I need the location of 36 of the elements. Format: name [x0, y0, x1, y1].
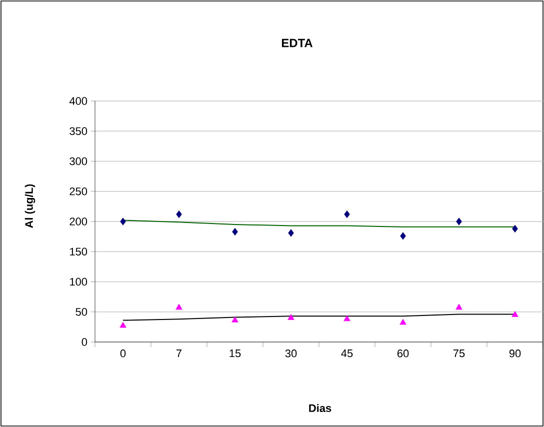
point: [176, 210, 182, 218]
point: [288, 229, 294, 237]
y-tick-label: 350: [70, 127, 88, 136]
y-tick-label: 200: [70, 218, 88, 226]
point: [232, 316, 238, 322]
point: [512, 224, 518, 233]
x-tick-label: 90: [509, 350, 521, 358]
y-tick-label: 50: [76, 308, 88, 316]
y-tick-label: 400: [69, 97, 88, 105]
point: [120, 218, 126, 226]
point: [456, 304, 462, 310]
point: [400, 318, 406, 325]
point: [288, 314, 294, 320]
point: [232, 228, 238, 236]
x-tick-label: 7: [176, 350, 182, 358]
y-tick-label: 150: [70, 248, 88, 256]
point: [344, 315, 350, 322]
point: [400, 232, 406, 240]
point: [120, 322, 126, 328]
x-tick-label: 15: [230, 350, 241, 358]
x-tick-label: 60: [397, 350, 409, 358]
x-tick-label: 45: [341, 350, 353, 358]
chart-title: EDTA: [282, 38, 313, 48]
x-tick-label: 0: [120, 350, 126, 358]
point: [512, 311, 518, 317]
y-tick-label: 250: [70, 188, 88, 196]
y-axis-title: Al (ug/L): [24, 184, 36, 228]
point: [456, 218, 462, 226]
x-tick-label: 30: [285, 350, 297, 358]
x-axis-title: Dias: [309, 404, 332, 412]
point: [176, 304, 182, 310]
x-tick-label: 75: [453, 350, 465, 358]
point: [344, 210, 350, 218]
y-tick-label: 0: [82, 338, 88, 346]
y-tick-label: 300: [70, 157, 88, 166]
y-tick-label: 100: [70, 278, 88, 286]
